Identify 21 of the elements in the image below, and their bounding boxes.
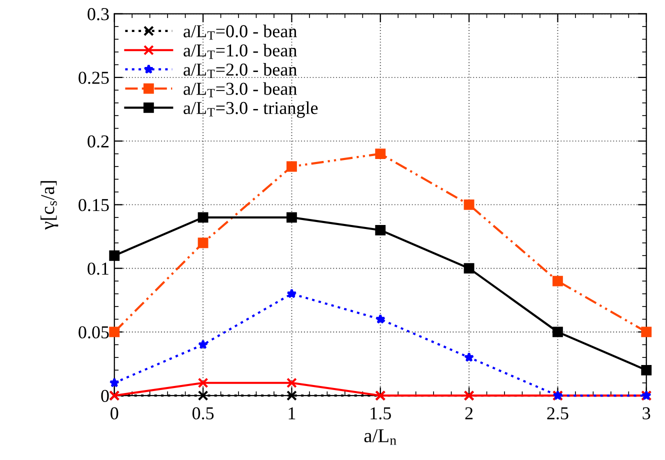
- y-tick-label: 0.1: [88, 262, 108, 275]
- legend-label: a/L$_{T}$=1.0 - bean: [184, 44, 297, 59]
- y-axis-title: γ[c$_{s}$/a]: [40, 181, 58, 230]
- y-tick-label: 0.3: [88, 8, 109, 20]
- y-tick-label: 0: [101, 390, 109, 402]
- legend-label: a/L$_{T}$=2.0 - bean: [184, 63, 297, 78]
- x-tick-label: 2: [465, 407, 473, 420]
- y-tick-label: 0.15: [78, 198, 109, 212]
- y-tick-label: 0.05: [78, 326, 109, 338]
- x-tick-label: 3: [642, 407, 650, 420]
- legend-label: a/L$_{T}$=0.0 - bean: [184, 24, 297, 40]
- y-tick-label: 0.25: [78, 72, 109, 84]
- legend-label: a/L$_{T}$=3.0 - bean: [184, 82, 297, 98]
- x-tick-label: 0.5: [192, 407, 214, 420]
- x-tick-label: 1: [288, 407, 296, 420]
- legend-label: a/L$_{T}$=3.0 - triangle: [184, 101, 318, 118]
- x-tick-label: 0: [110, 407, 118, 420]
- x-tick-label: 1.5: [370, 407, 391, 420]
- x-tick-label: 2.5: [547, 407, 568, 420]
- y-tick-label: 0.2: [88, 135, 109, 148]
- x-axis-title: a/L$_{n}$: [364, 429, 396, 445]
